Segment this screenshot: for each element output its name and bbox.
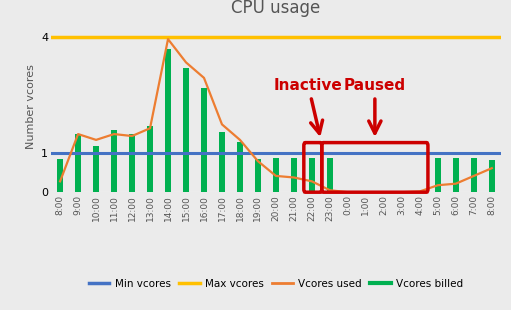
Text: Paused: Paused bbox=[344, 78, 406, 133]
Bar bbox=[489, 161, 495, 192]
Bar bbox=[237, 142, 243, 192]
Bar bbox=[201, 87, 207, 192]
Bar bbox=[57, 159, 63, 192]
Bar bbox=[129, 134, 135, 192]
Bar bbox=[327, 158, 333, 192]
Bar bbox=[291, 158, 297, 192]
Bar bbox=[273, 158, 279, 192]
Bar bbox=[165, 49, 171, 192]
Y-axis label: Number vcores: Number vcores bbox=[26, 64, 36, 149]
Bar bbox=[255, 159, 261, 192]
Bar bbox=[111, 130, 117, 192]
Legend: Min vcores, Max vcores, Vcores used, Vcores billed: Min vcores, Max vcores, Vcores used, Vco… bbox=[84, 274, 468, 293]
Bar bbox=[309, 158, 315, 192]
Bar bbox=[219, 132, 225, 192]
Bar bbox=[453, 158, 459, 192]
Bar bbox=[93, 146, 99, 192]
Bar bbox=[435, 158, 441, 192]
Text: Inactive: Inactive bbox=[274, 78, 343, 133]
Title: CPU usage: CPU usage bbox=[231, 0, 320, 17]
Bar bbox=[147, 126, 153, 192]
Bar bbox=[75, 134, 81, 192]
Bar bbox=[183, 68, 189, 192]
Bar bbox=[471, 158, 477, 192]
